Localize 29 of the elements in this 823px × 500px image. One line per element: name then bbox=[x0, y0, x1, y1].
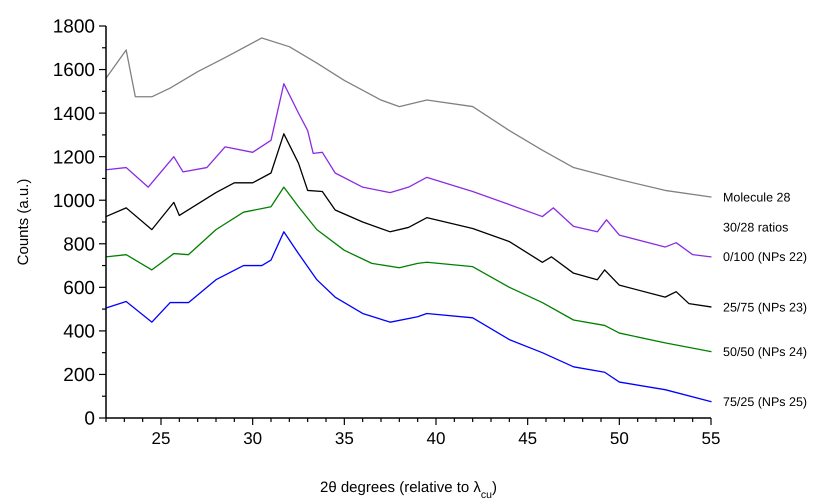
x-tick-label: 55 bbox=[702, 429, 720, 448]
line-series bbox=[105, 83, 712, 258]
series-label: 75/25 (NPs 25) bbox=[723, 395, 808, 410]
y-tick-label: 1400 bbox=[52, 104, 95, 125]
x-tick-label: 45 bbox=[518, 429, 538, 448]
series-label: 25/75 (NPs 23) bbox=[723, 300, 808, 314]
y-tick-label: 1200 bbox=[52, 147, 95, 168]
x-tick-label: 25 bbox=[152, 429, 170, 448]
line-series bbox=[105, 231, 712, 402]
y-tick-label: 200 bbox=[63, 365, 95, 386]
y-tick-label: 1000 bbox=[52, 190, 95, 212]
series-label: 0/100 (NPs 22) bbox=[723, 250, 808, 264]
x-tick-label: 40 bbox=[426, 429, 446, 448]
line-series bbox=[105, 37, 712, 198]
y-tick-label: 1800 bbox=[52, 16, 95, 38]
y-axis-title: Counts (a.u.) bbox=[15, 178, 32, 266]
series-label: 50/50 (NPs 24) bbox=[723, 344, 808, 359]
x-tick-label: 30 bbox=[243, 429, 262, 448]
y-tick-label: 400 bbox=[63, 322, 95, 343]
line-series bbox=[105, 186, 712, 352]
y-tick-label: 0 bbox=[84, 408, 95, 430]
series-label: Molecule 28 bbox=[723, 190, 790, 204]
x-tick-label: 35 bbox=[334, 429, 354, 448]
y-tick-label: 600 bbox=[63, 278, 95, 299]
x-tick-label: 50 bbox=[610, 429, 629, 448]
legend-title: 30/28 ratios bbox=[723, 220, 788, 234]
x-axis-title: 2θ degrees (relative to λ$_{cu}$) bbox=[320, 479, 498, 500]
y-tick-label: 1600 bbox=[52, 60, 95, 82]
y-tick-label: 800 bbox=[63, 234, 95, 256]
